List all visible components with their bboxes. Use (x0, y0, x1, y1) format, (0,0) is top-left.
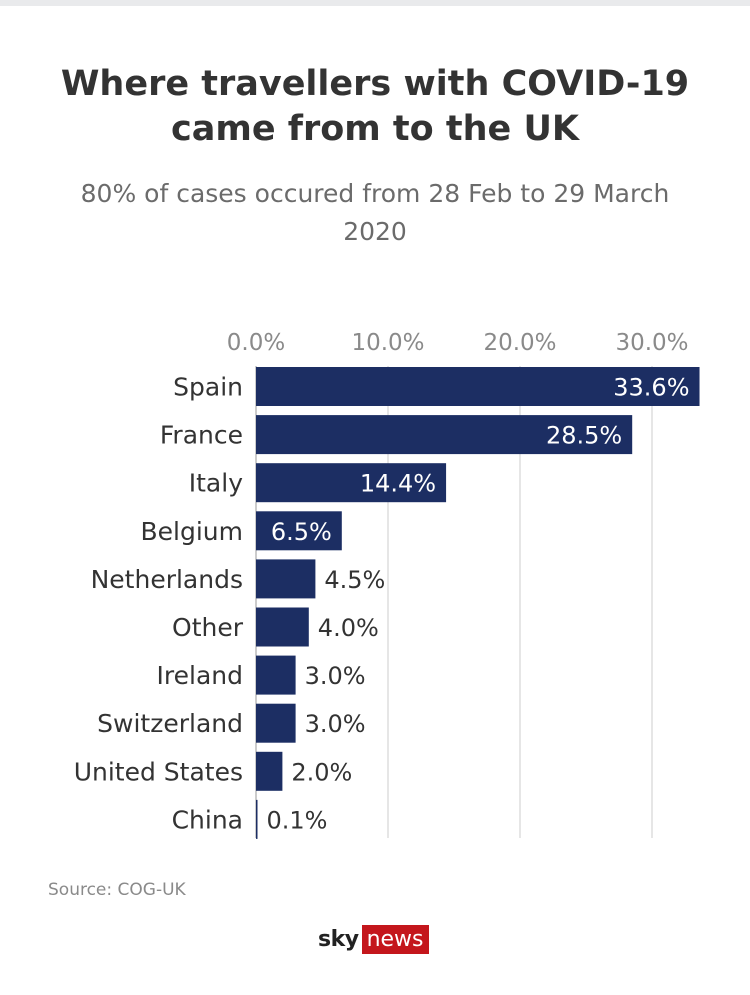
category-label: United States (74, 757, 243, 786)
bar (256, 463, 447, 503)
bar (256, 415, 633, 455)
bar (256, 703, 296, 743)
category-label: Other (172, 613, 244, 642)
data-label: 14.4% (360, 470, 436, 498)
logo-sky-text: sky (318, 927, 359, 952)
x-tick-label: 30.0% (615, 330, 688, 356)
data-label: 3.0% (305, 662, 366, 690)
x-tick-label: 20.0% (483, 330, 556, 356)
category-label: Belgium (141, 517, 244, 546)
bar (256, 559, 316, 599)
bar (256, 799, 258, 839)
data-label: 28.5% (546, 422, 622, 450)
chart-subtitle: 80% of cases occured from 28 Feb to 29 M… (80, 179, 670, 246)
data-label: 4.5% (324, 566, 385, 594)
x-tick-label: 10.0% (351, 330, 424, 356)
logo-news-text: news (361, 925, 429, 954)
top-strip (0, 0, 750, 6)
category-label: France (160, 421, 243, 450)
data-label: 0.1% (267, 806, 328, 834)
category-label: China (172, 805, 243, 834)
bar (256, 607, 309, 647)
bar (256, 511, 342, 551)
data-label: 33.6% (613, 374, 689, 402)
category-label: Switzerland (97, 709, 243, 738)
x-tick-label: 0.0% (227, 330, 285, 356)
bar (256, 751, 283, 791)
bar-chart: 0.0% 10.0% 20.0% 30.0% Spain 33.6% France 28.5%… (74, 330, 700, 839)
bar (256, 655, 296, 695)
category-label: Ireland (157, 661, 243, 690)
data-label: 6.5% (271, 518, 332, 546)
data-label: 2.0% (291, 758, 352, 786)
data-label: 3.0% (305, 710, 366, 738)
source-note: Source: COG-UK (48, 880, 186, 900)
category-label: Italy (189, 469, 243, 498)
category-label: Spain (173, 373, 243, 402)
chart-title: Where travellers with COVID-19 came from… (60, 64, 690, 149)
category-label: Netherlands (91, 565, 243, 594)
bar (256, 367, 700, 406)
sky-news-logo: sky news (318, 925, 429, 954)
data-label: 4.0% (318, 614, 379, 642)
